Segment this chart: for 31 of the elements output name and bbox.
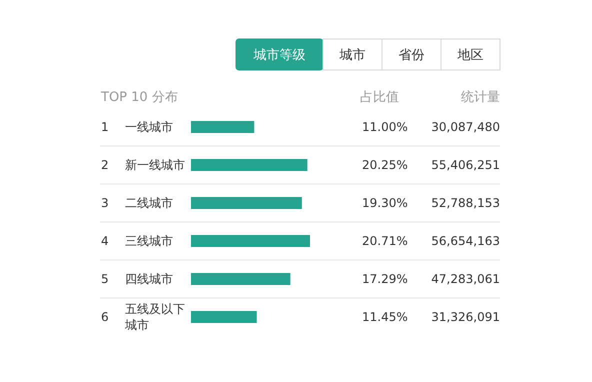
- y-tick-label: 新一线城市: [125, 158, 185, 172]
- text: 55,406,251: [431, 158, 500, 172]
- text: 统计量: [461, 90, 500, 105]
- text: 2: [101, 158, 109, 172]
- data-label: 17.29%: [362, 272, 408, 286]
- y-tick-label: 三线城市: [125, 234, 173, 248]
- data-label: 11.45%: [362, 310, 408, 324]
- text: 城市等级: [252, 48, 306, 63]
- text: 城市: [338, 48, 366, 63]
- text: 31,326,091: [431, 310, 500, 324]
- text: 52,788,153: [431, 196, 500, 210]
- text: 省份: [398, 48, 424, 63]
- text: 47,283,061: [431, 272, 500, 286]
- data-label: 20.71%: [362, 234, 408, 248]
- y-tick-label: 二线城市: [125, 196, 173, 210]
- text: 56,654,163: [431, 234, 500, 248]
- text: 占比值: [360, 90, 399, 105]
- text: 6: [101, 310, 109, 324]
- data-label: 20.25%: [362, 158, 408, 172]
- data-label: 11.00%: [362, 120, 408, 134]
- text: 地区: [456, 48, 484, 63]
- text: 5: [101, 272, 109, 286]
- data-label: 19.30%: [362, 196, 408, 210]
- y-tick-label: 四线城市: [125, 272, 173, 286]
- text: 4: [101, 234, 109, 248]
- y-tick-label: 五线及以下城市: [124, 302, 185, 332]
- chart-title: TOP 10 分布: [100, 90, 178, 105]
- text: 30,087,480: [431, 120, 500, 134]
- text: 1: [101, 120, 109, 134]
- text: 3: [101, 196, 109, 210]
- y-tick-label: 一线城市: [125, 120, 173, 134]
